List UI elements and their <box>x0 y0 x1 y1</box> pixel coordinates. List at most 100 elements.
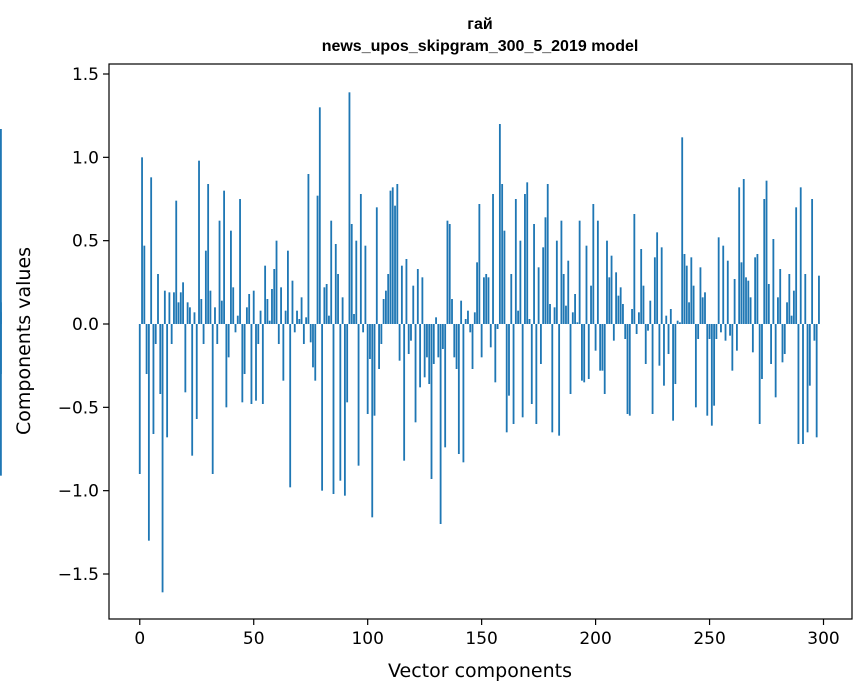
bar <box>179 292 182 324</box>
bar <box>455 324 458 369</box>
bar <box>476 262 478 324</box>
chart-subtitle: news_upos_skipgram_300_5_2019 model <box>322 38 639 55</box>
bar <box>239 199 241 324</box>
bar <box>289 324 292 488</box>
bar <box>241 324 244 403</box>
bar <box>223 190 225 324</box>
bar <box>685 265 688 324</box>
bar <box>606 240 608 324</box>
bar <box>460 300 463 324</box>
bar <box>257 324 260 344</box>
bar <box>735 324 738 351</box>
bar <box>145 324 148 374</box>
bar <box>790 315 793 324</box>
bar <box>364 245 367 324</box>
bar <box>742 179 745 324</box>
bar <box>166 324 169 438</box>
bar <box>330 220 333 324</box>
bar <box>467 310 469 324</box>
bar <box>738 187 741 324</box>
bar <box>216 324 219 344</box>
bar <box>590 285 592 324</box>
bar <box>806 324 809 433</box>
bar <box>318 107 321 324</box>
bar <box>147 324 150 541</box>
bar <box>560 220 563 324</box>
bar <box>343 324 346 496</box>
bar <box>553 307 556 324</box>
bar <box>328 315 330 324</box>
bar <box>603 324 606 394</box>
bar <box>619 287 622 324</box>
bar <box>435 317 437 324</box>
bar <box>428 324 431 384</box>
bar <box>665 315 668 324</box>
bar <box>578 220 581 324</box>
bar <box>378 324 380 369</box>
bar <box>786 302 788 324</box>
bar <box>767 284 770 324</box>
bar <box>234 324 237 333</box>
bar <box>733 279 736 324</box>
bar <box>751 324 754 353</box>
bar <box>633 214 636 324</box>
y-tick-label: −0.5 <box>58 398 99 418</box>
bar <box>489 324 492 348</box>
bar <box>710 324 713 426</box>
bar <box>749 297 752 324</box>
bar <box>273 269 276 324</box>
bar <box>243 324 246 374</box>
bar <box>631 309 633 324</box>
bar <box>681 137 684 324</box>
bar <box>200 299 203 324</box>
bar <box>781 324 784 363</box>
bar <box>576 322 579 324</box>
bar <box>779 269 782 324</box>
bar <box>818 275 820 324</box>
bar <box>385 290 387 324</box>
bar <box>451 299 453 324</box>
bar <box>758 324 761 424</box>
bar <box>170 324 173 344</box>
x-tick-label: 100 <box>351 629 383 649</box>
bar <box>539 324 542 364</box>
bar <box>713 324 716 406</box>
bar <box>626 324 629 414</box>
bar <box>647 324 649 331</box>
y-axis: −1.5 −1.0 −0.5 0.0 0.5 1.0 1.5 <box>58 65 109 585</box>
bar <box>184 324 187 393</box>
bar <box>337 274 339 324</box>
bar <box>255 324 257 401</box>
bar <box>163 290 166 324</box>
bar <box>0 129 2 324</box>
bar <box>300 297 303 324</box>
bar <box>416 269 419 324</box>
bar <box>261 324 264 404</box>
bar <box>353 314 355 324</box>
bar <box>173 292 175 324</box>
bar <box>423 324 426 378</box>
bar <box>669 309 672 324</box>
bar <box>594 324 597 351</box>
bar <box>617 295 620 324</box>
bar <box>783 324 786 354</box>
bar <box>679 322 681 324</box>
chart-title: гай <box>467 16 492 33</box>
bar <box>763 199 766 324</box>
bar <box>138 324 141 474</box>
bar <box>745 277 747 324</box>
bar <box>653 257 656 324</box>
bar <box>480 324 483 358</box>
bar <box>514 199 517 324</box>
bar <box>0 312 2 324</box>
bar <box>277 324 280 344</box>
bar <box>777 297 779 324</box>
bar <box>309 324 312 343</box>
bar <box>690 257 693 324</box>
bar <box>649 300 652 324</box>
bar <box>601 324 604 371</box>
bar <box>622 304 624 324</box>
bar <box>585 245 588 324</box>
bar <box>350 224 353 324</box>
bar <box>161 324 164 593</box>
